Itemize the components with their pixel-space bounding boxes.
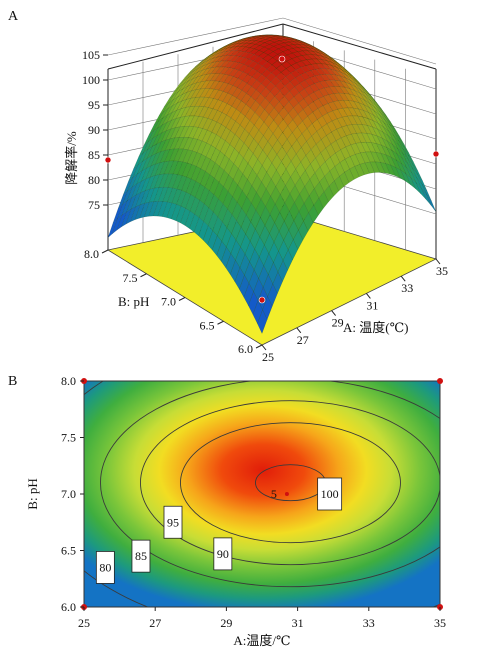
contour-label: 90 (217, 547, 229, 561)
contour-label: 95 (167, 515, 179, 529)
y-tick-mark (179, 298, 185, 301)
x-tick-label: 33 (363, 616, 375, 630)
center-point-marker (285, 492, 289, 496)
surface-facet (426, 194, 436, 212)
z-axis-ticks: 75 80 85 90 95 100 105 (82, 48, 108, 212)
design-point (437, 378, 443, 384)
z-tick-label: 90 (88, 123, 100, 137)
x-tick-label: 35 (436, 264, 448, 278)
x-tick-label: 31 (292, 616, 304, 630)
x-tick-label: 35 (434, 616, 446, 630)
design-point (259, 297, 265, 303)
z-tick-label: 80 (88, 173, 100, 187)
y-tick-label: 7.0 (161, 295, 176, 309)
response-surface (108, 35, 436, 334)
x-tick-label: 29 (332, 316, 344, 330)
x-tick-label: 33 (401, 281, 413, 295)
x-tick-label: 25 (262, 350, 274, 364)
y-tick-mark (256, 345, 262, 348)
y-tick-label: 7.5 (123, 271, 138, 285)
y-tick-label: 7.5 (61, 431, 76, 445)
center-point-label: 5 (271, 487, 277, 501)
panel-label-a: A (8, 9, 19, 24)
y-tick-mark (102, 250, 108, 253)
y-tick-label: 8.0 (84, 247, 99, 261)
design-point (433, 151, 439, 157)
x-axis-ticks-b: 25 27 29 31 33 35 (78, 607, 446, 630)
contour-fill (84, 381, 440, 607)
x-axis-label: A: 温度(℃) (343, 320, 408, 335)
x-axis-label-b: A:温度/℃ (233, 633, 290, 648)
y-tick-label: 6.0 (238, 342, 253, 356)
panel-label-b: B (8, 374, 17, 389)
z-tick-label: 105 (82, 48, 100, 62)
x-tick-label: 25 (78, 616, 90, 630)
z-tick-label: 100 (82, 73, 100, 87)
z-tick-label: 85 (88, 148, 100, 162)
x-tick-label: 31 (366, 298, 378, 312)
y-tick-label: 6.5 (61, 544, 76, 558)
contour-plot (35, 333, 478, 633)
contour-label: 100 (321, 487, 339, 501)
y-tick-label: 6.5 (200, 318, 215, 332)
z-tick-label: 95 (88, 98, 100, 112)
y-tick-label: 6.0 (61, 600, 76, 614)
y-axis-ticks-b: 6.0 6.5 7.0 7.5 8.0 (61, 374, 84, 614)
contour-label: 85 (135, 549, 147, 563)
y-axis-label-b: B: pH (25, 478, 40, 509)
design-point (105, 157, 111, 163)
contour-label: 80 (99, 560, 111, 574)
y-tick-label: 8.0 (61, 374, 76, 388)
z-tick-label: 75 (88, 198, 100, 212)
y-tick-mark (218, 321, 224, 324)
design-point (279, 56, 285, 62)
x-tick-label: 27 (149, 616, 161, 630)
x-tick-label: 27 (297, 333, 309, 347)
y-axis-label: B: pH (118, 294, 149, 309)
y-tick-mark (141, 274, 147, 277)
x-tick-label: 29 (220, 616, 232, 630)
z-axis-label: 降解率/% (64, 131, 79, 185)
y-tick-label: 7.0 (61, 487, 76, 501)
